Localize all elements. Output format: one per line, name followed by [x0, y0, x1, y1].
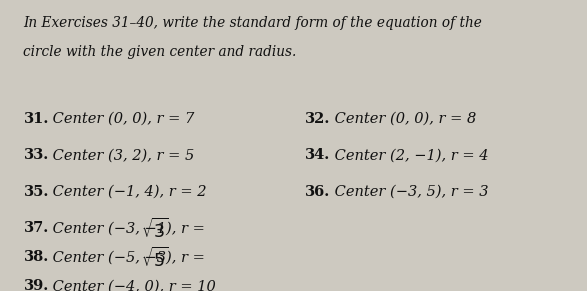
Text: Center (3, 2), r = 5: Center (3, 2), r = 5: [48, 148, 194, 162]
Text: Center (−3, −1), r =: Center (−3, −1), r =: [48, 221, 210, 235]
Text: 39.: 39.: [23, 279, 49, 291]
Text: 35.: 35.: [23, 185, 49, 199]
Text: Center (−5, −3), r =: Center (−5, −3), r =: [48, 250, 210, 264]
Text: Center (−3, 5), r = 3: Center (−3, 5), r = 3: [330, 185, 488, 199]
Text: Center (−4, 0), r = 10: Center (−4, 0), r = 10: [48, 279, 216, 291]
Text: Center (0, 0), r = 8: Center (0, 0), r = 8: [330, 112, 476, 126]
Text: Center (0, 0), r = 7: Center (0, 0), r = 7: [48, 112, 194, 126]
Text: 34.: 34.: [305, 148, 330, 162]
Text: circle with the given center and radius.: circle with the given center and radius.: [23, 45, 297, 59]
Text: Center (−1, 4), r = 2: Center (−1, 4), r = 2: [48, 185, 207, 199]
Text: 33.: 33.: [23, 148, 49, 162]
Text: 32.: 32.: [305, 112, 330, 126]
Text: 37.: 37.: [23, 221, 49, 235]
Text: In Exercises 31–40, write the standard form of the equation of the: In Exercises 31–40, write the standard f…: [23, 16, 483, 30]
Text: $\sqrt{3}$: $\sqrt{3}$: [141, 218, 168, 242]
Text: $\sqrt{5}$: $\sqrt{5}$: [141, 247, 168, 271]
Text: 36.: 36.: [305, 185, 330, 199]
Text: 38.: 38.: [23, 250, 49, 264]
Text: 31.: 31.: [23, 112, 49, 126]
Text: Center (2, −1), r = 4: Center (2, −1), r = 4: [330, 148, 488, 162]
